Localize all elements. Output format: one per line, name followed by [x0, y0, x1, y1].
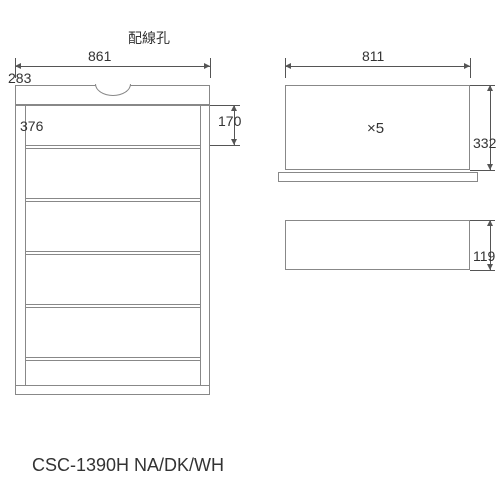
divider — [25, 148, 200, 149]
dim-line-861 — [15, 66, 210, 67]
drawer-count-label: ×5 — [367, 120, 384, 137]
divider — [25, 304, 200, 305]
drawer-base — [278, 172, 478, 182]
tick — [285, 58, 286, 78]
tick — [210, 58, 211, 78]
inner-left — [25, 105, 26, 385]
divider — [25, 307, 200, 308]
tick — [470, 170, 495, 171]
lower-panel — [285, 220, 470, 270]
tick — [470, 58, 471, 78]
divider — [25, 251, 200, 252]
base-line — [15, 385, 210, 386]
inner-right — [200, 105, 201, 385]
divider — [25, 357, 200, 358]
dim-line-811 — [285, 66, 470, 67]
dim-170: 170 — [218, 113, 241, 129]
tick — [470, 220, 495, 221]
divider — [25, 145, 200, 146]
divider — [25, 360, 200, 361]
dim-861: 861 — [88, 48, 111, 64]
divider — [25, 201, 200, 202]
tick — [470, 270, 495, 271]
tick — [210, 105, 240, 106]
tick — [470, 85, 495, 86]
dim-283: 283 — [8, 70, 31, 86]
divider — [25, 254, 200, 255]
dim-376: 376 — [20, 118, 43, 134]
divider — [25, 198, 200, 199]
dim-line-332 — [490, 85, 491, 170]
dim-119: 119 — [473, 248, 495, 264]
tick — [210, 145, 240, 146]
dim-811: 811 — [362, 48, 384, 64]
model-number: CSC-1390H NA/DK/WH — [32, 455, 224, 476]
wiring-hole-label: 配線孔 — [128, 28, 170, 48]
dim-332: 332 — [473, 135, 496, 151]
